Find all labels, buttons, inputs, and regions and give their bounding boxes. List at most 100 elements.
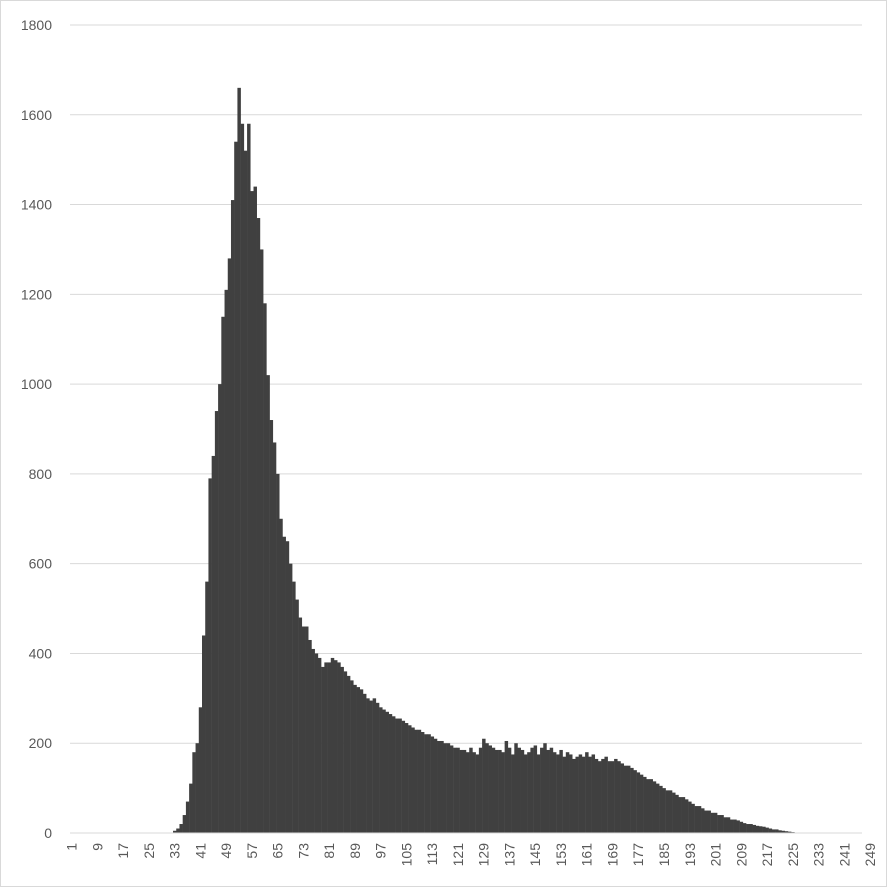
histogram-bar [176, 828, 180, 833]
histogram-bar [523, 754, 528, 833]
histogram-bar [591, 754, 596, 833]
histogram-bar [742, 823, 747, 833]
histogram-bar [720, 815, 724, 833]
histogram-bar [247, 123, 251, 833]
histogram-bar [739, 821, 744, 833]
y-tick-label: 800 [29, 466, 53, 482]
histogram-bar [572, 758, 576, 833]
gridlines [70, 24, 862, 744]
histogram-bar [639, 774, 644, 833]
histogram-bar [179, 824, 183, 833]
histogram-bar [598, 761, 602, 833]
histogram-bar [697, 806, 702, 833]
histogram-bar [334, 660, 338, 833]
x-tick-label: 33 [167, 843, 183, 859]
histogram-bar [575, 756, 579, 833]
x-tick-label: 1 [64, 843, 80, 851]
histogram-bar [552, 752, 557, 833]
y-tick-label: 200 [29, 735, 53, 751]
y-tick-label: 0 [44, 825, 52, 841]
x-tick-label: 137 [501, 843, 517, 867]
histogram-bar [346, 675, 351, 833]
histogram-bar [646, 779, 650, 833]
histogram-bar [288, 563, 293, 833]
histogram-bar [762, 826, 766, 833]
histogram-bar [482, 738, 486, 833]
histogram-bar [433, 738, 438, 833]
histogram-bar [562, 756, 567, 833]
histogram-bar [466, 752, 470, 833]
histogram-bar [259, 249, 264, 833]
histogram-bar [527, 752, 531, 833]
histogram-bar [224, 289, 229, 833]
histogram-bar [237, 87, 241, 834]
histogram-bar [607, 761, 612, 833]
x-tick-label: 17 [115, 843, 131, 859]
histogram-bar [472, 752, 476, 833]
x-tick-label: 249 [862, 843, 878, 867]
histogram-bar [643, 776, 647, 833]
histogram-bar [617, 761, 621, 833]
histogram-bar [198, 707, 203, 833]
histogram-bar [704, 810, 708, 833]
histogram-bar [549, 747, 554, 833]
histogram-bar [488, 745, 493, 833]
histogram-bar [494, 749, 499, 833]
histogram-bar [440, 740, 444, 833]
histogram-bar [253, 186, 257, 834]
histogram-bar [443, 743, 447, 833]
histogram-bar [427, 734, 431, 833]
histogram-bar [388, 714, 393, 833]
histogram-bar [411, 727, 415, 833]
histogram-bar [234, 141, 238, 833]
x-tick-label: 153 [553, 843, 569, 867]
x-tick-label: 89 [347, 843, 363, 859]
histogram-bar [710, 812, 715, 833]
x-tick-label: 193 [682, 843, 698, 867]
histogram-bar [749, 824, 753, 833]
histogram-bar [504, 740, 509, 833]
histogram-bar [173, 830, 177, 833]
x-tick-label: 9 [89, 843, 105, 851]
histogram-bar [250, 191, 254, 834]
y-tick-label: 600 [29, 556, 53, 572]
x-tick-label: 81 [321, 843, 337, 859]
histogram-bar [530, 747, 534, 833]
bars [173, 87, 798, 834]
histogram-bar [691, 803, 695, 833]
x-tick-label: 25 [141, 843, 157, 859]
histogram-bar [414, 729, 418, 833]
x-tick-label: 105 [398, 843, 414, 867]
y-axis: 0 200 400 600 800 1000 1200 1400 1600 1800 [21, 17, 52, 841]
x-tick-label: 201 [708, 843, 724, 867]
histogram-bar [765, 827, 769, 833]
histogram-bar [678, 797, 682, 833]
histogram-bar [630, 767, 634, 833]
histogram-bar [362, 693, 367, 833]
histogram-bar [604, 756, 608, 833]
histogram-bar [491, 747, 496, 833]
histogram-bar [514, 743, 518, 833]
x-tick-label: 145 [527, 843, 543, 867]
histogram-bar [746, 824, 750, 833]
histogram-bar [623, 765, 628, 833]
histogram-bar [755, 825, 760, 833]
histogram-bar [408, 725, 412, 833]
histogram-bar [298, 617, 303, 833]
x-tick-label: 177 [630, 843, 646, 867]
histogram-bar [533, 745, 538, 833]
histogram-bar [385, 711, 389, 833]
x-tick-label: 225 [785, 843, 801, 867]
histogram-bar [559, 749, 563, 833]
histogram-bar [688, 801, 692, 833]
histogram-bar [398, 718, 402, 833]
histogram-bar [585, 752, 589, 833]
histogram-bar [707, 810, 711, 833]
histogram-bar [279, 518, 283, 833]
histogram-bar [417, 729, 422, 833]
x-tick-label: 97 [373, 843, 389, 859]
y-tick-label: 1000 [21, 376, 52, 392]
histogram-bar [208, 478, 212, 833]
y-tick-label: 1400 [21, 197, 52, 213]
